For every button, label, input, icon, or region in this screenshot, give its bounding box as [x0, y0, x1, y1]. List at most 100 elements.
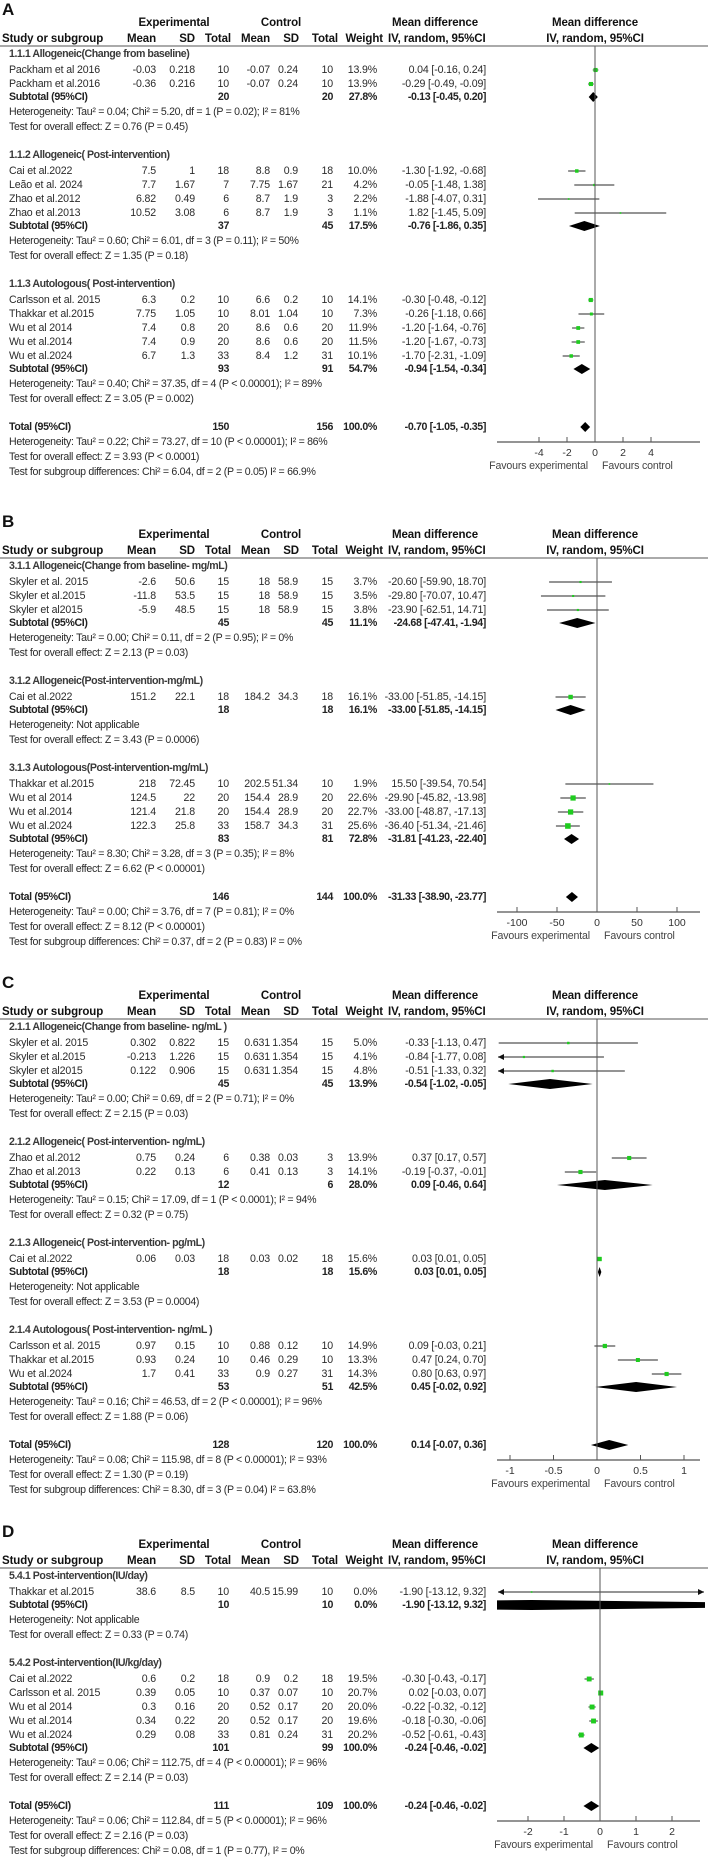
overall-effect-text: Test for overall effect: Z = 6.62 (P < 0…	[9, 863, 205, 875]
total-heterogeneity-text: Heterogeneity: Tau² = 0.08; Chi² = 115.9…	[9, 1454, 327, 1466]
subgroup-title: 1.1.1 Allogeneic(Change from baseline)	[9, 48, 190, 60]
exp-sd: 0.41	[174, 1368, 195, 1380]
ctl-total: 10	[321, 1354, 334, 1366]
study-weight: 19.6%	[347, 1715, 377, 1727]
study-marker	[598, 1690, 604, 1696]
study-name: Packham et al.2016	[9, 78, 100, 90]
ctl-total: 3	[327, 1166, 333, 1178]
ctl-total: 21	[321, 179, 334, 191]
header-ctl-sd: SD	[283, 545, 299, 557]
total-diamond	[590, 1440, 629, 1450]
study-weight: 5.0%	[353, 1037, 377, 1049]
subtotal-weight: 11.1%	[349, 617, 377, 629]
total-ci: 0.14 [-0.07, 0.36]	[411, 1439, 486, 1451]
x-axis-tick-label: -2	[523, 1826, 532, 1838]
study-name: Zhao et al.2013	[9, 1166, 81, 1178]
exp-sd: 22.1	[174, 691, 195, 703]
header-exp-mean: Mean	[127, 1006, 156, 1018]
exp-mean: -0.03	[132, 64, 157, 76]
ctl-total: 10	[321, 1340, 334, 1352]
ctl-total: 20	[321, 806, 334, 818]
exp-sd: 1.3	[180, 350, 195, 362]
subtotal-diamond	[588, 92, 598, 102]
exp-total: 20	[217, 1701, 230, 1713]
subtotal-exp-total: 37	[217, 220, 229, 232]
ctl-mean: 18	[258, 590, 271, 602]
header-mean-difference-plot: Mean difference	[551, 1539, 639, 1551]
exp-sd: 1.67	[174, 179, 195, 191]
study-ci: -36.40 [-51.34, -21.46]	[384, 820, 487, 832]
exp-sd: 0.216	[169, 78, 195, 90]
study-name: Thakkar et al.2015	[9, 778, 95, 790]
ctl-sd: 0.07	[277, 1687, 298, 1699]
study-ci: 0.04 [-0.16, 0.24]	[408, 64, 487, 76]
header-mean-difference-plot: Mean difference	[551, 529, 639, 541]
study-ci: -0.51 [-1.33, 0.32]	[405, 1065, 486, 1077]
exp-sd: 0.05	[174, 1687, 195, 1699]
subtotal-weight: 15.6%	[348, 1266, 378, 1278]
subgroup-title: 2.1.4 Autologous( Post-intervention- ng/…	[9, 1324, 213, 1336]
total-diamond	[565, 892, 578, 902]
x-axis-tick-label: -50	[549, 917, 564, 929]
subtotal-weight: 13.9%	[348, 1078, 378, 1090]
study-ci: -0.26 [-1.18, 0.66]	[405, 308, 486, 320]
subgroup-title: 3.1.3 Autologous(Post-intervention-mg/mL…	[9, 762, 208, 774]
overall-effect-text: Test for overall effect: Z = 0.32 (P = 0…	[9, 1209, 188, 1221]
exp-sd: 8.5	[180, 1586, 195, 1598]
header-exp-sd: SD	[179, 1555, 195, 1567]
x-axis-tick-label: -0.5	[544, 1465, 562, 1477]
heterogeneity-text: Heterogeneity: Tau² = 0.60; Chi² = 6.01,…	[9, 235, 299, 247]
study-name: Wu et al.2014	[9, 1715, 73, 1727]
exp-mean: -11.8	[133, 590, 156, 602]
exp-total: 20	[217, 336, 230, 348]
ctl-sd: 0.6	[283, 322, 298, 334]
study-marker	[569, 354, 573, 358]
study-ci: -1.20 [-1.64, -0.76]	[401, 322, 486, 334]
favours-control-label: Favours control	[602, 460, 673, 472]
study-marker	[593, 183, 596, 187]
study-ci: 15.50 [-39.54, 70.54]	[391, 778, 486, 790]
ctl-sd: 0.29	[277, 1354, 298, 1366]
exp-total: 10	[217, 294, 230, 306]
header-ctl-total: Total	[311, 1555, 338, 1567]
ctl-total: 20	[321, 1715, 334, 1727]
exp-sd: 0.8	[180, 322, 195, 334]
header-ctl-mean: Mean	[241, 1555, 270, 1567]
exp-sd: 1.226	[169, 1051, 195, 1063]
exp-total: 18	[217, 1673, 230, 1685]
ctl-sd: 0.2	[283, 1673, 298, 1685]
ctl-sd: 0.17	[277, 1701, 298, 1713]
subtotal-ctl-total: 10	[321, 1599, 333, 1611]
study-ci: 0.37 [0.17, 0.57]	[411, 1152, 486, 1164]
study-marker	[570, 795, 576, 801]
study-marker	[635, 1357, 640, 1363]
study-name: Skyler et al2015	[9, 1065, 83, 1077]
overall-effect-text: Test for overall effect: Z = 2.15 (P = 0…	[9, 1108, 188, 1120]
study-marker	[627, 1155, 632, 1161]
exp-sd: 1.05	[174, 308, 195, 320]
study-weight: 20.7%	[347, 1687, 377, 1699]
study-marker	[586, 1676, 592, 1682]
subtotal-exp-total: 83	[217, 833, 229, 845]
ctl-sd: 58.9	[277, 590, 298, 602]
ctl-total: 15	[321, 590, 334, 602]
ctl-total: 3	[327, 1152, 333, 1164]
study-marker	[576, 340, 581, 344]
header-exp-total: Total	[204, 545, 231, 557]
subtotal-diamond	[583, 1743, 600, 1753]
exp-mean: -0.213	[126, 1051, 156, 1063]
exp-mean: 0.6	[141, 1673, 156, 1685]
exp-total: 20	[217, 322, 230, 334]
exp-total: 20	[217, 792, 230, 804]
exp-mean: 0.3	[141, 1701, 156, 1713]
study-marker	[578, 1732, 584, 1738]
header-method: IV, random, 95%CI	[388, 33, 486, 45]
study-name: Wu et al 2014	[9, 792, 73, 804]
ctl-total: 3	[327, 207, 333, 219]
ctl-sd: 0.24	[277, 64, 298, 76]
study-weight: 14.1%	[347, 1166, 377, 1178]
study-weight: 13.9%	[347, 1152, 377, 1164]
header-experimental: Experimental	[138, 529, 210, 541]
exp-total: 15	[217, 604, 230, 616]
